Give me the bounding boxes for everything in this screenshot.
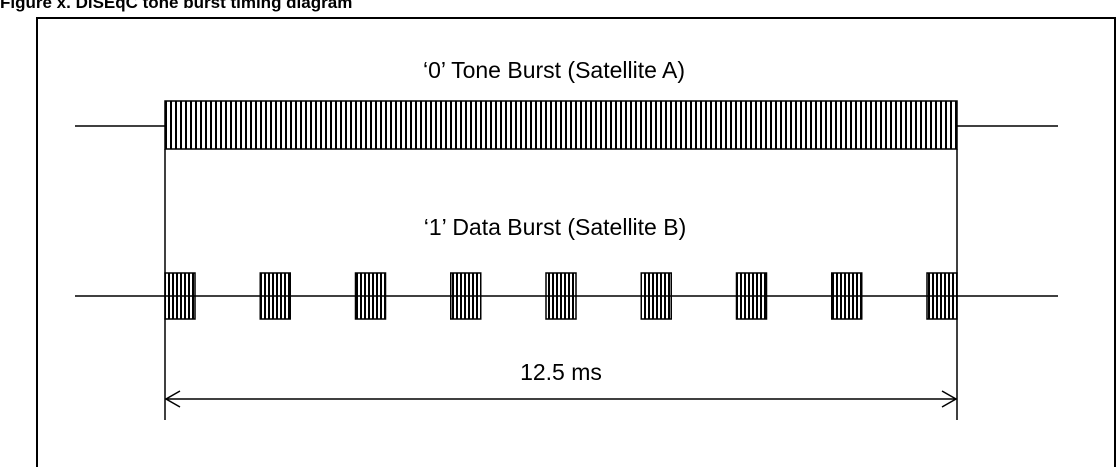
data-burst-segment [926,272,958,320]
data-burst-segment [735,272,768,320]
data-burst-segment [640,272,672,320]
timing-diagram: ‘0’ Tone Burst (Satellite A) ‘1’ Data Bu… [75,57,1058,420]
tone-burst-label: ‘0’ Tone Burst (Satellite A) [423,57,685,83]
data-burst-segment [354,272,387,320]
data-burst-segment [831,272,863,320]
diagram-frame [36,17,1116,467]
tone-burst-block [164,100,958,150]
data-burst-segment [545,272,577,320]
data-burst-label: ‘1’ Data Burst (Satellite B) [424,214,686,240]
data-burst-segment [164,272,196,320]
figure-caption: Figure x. DiSEqC tone burst timing diagr… [0,0,353,12]
dimension-label: 12.5 ms [520,359,602,385]
dimension-arrow-left [164,390,181,408]
data-burst-segments [164,272,958,320]
data-burst-segment [450,272,482,320]
dimension-arrow-right [941,390,958,408]
data-burst-segment [259,272,291,320]
